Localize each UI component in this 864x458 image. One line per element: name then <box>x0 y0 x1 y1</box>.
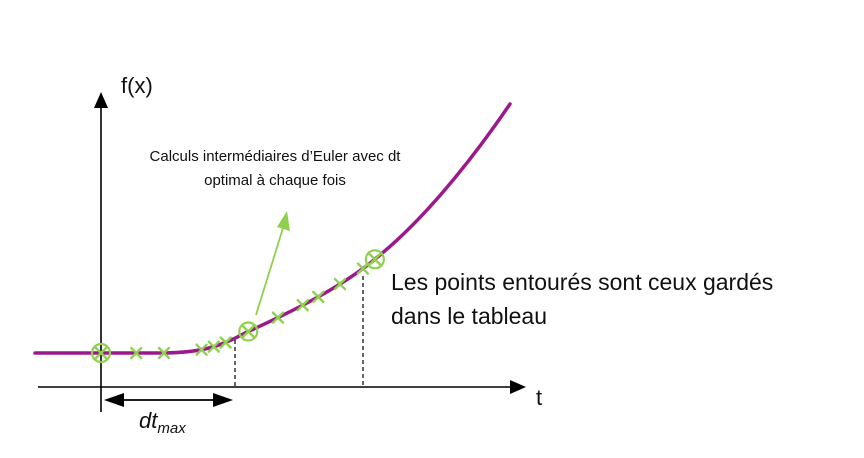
x-axis-arrowhead <box>510 380 526 394</box>
intermediate-marker <box>312 290 325 304</box>
x-axis-label: t <box>536 385 542 410</box>
intermediate-marker <box>296 299 309 312</box>
kept-marker <box>364 249 385 270</box>
intermediate-marker <box>219 336 232 349</box>
kept-marker <box>90 342 112 364</box>
axes <box>38 92 526 412</box>
pointer-arrowhead <box>277 211 290 231</box>
y-axis-label: f(x) <box>121 73 153 98</box>
annotation-kept: Les points entourés sont ceux gardés dan… <box>391 265 861 333</box>
annotation-kept-line2: dans le tableau <box>391 303 548 329</box>
intermediate-marker <box>271 311 285 324</box>
intermediate-marker <box>195 343 208 356</box>
annotation-intermediate: Calculs intermédiaires d’Euler avec dt o… <box>120 145 430 193</box>
pointer-arrow <box>255 211 290 316</box>
dt-label-main: dt <box>139 408 158 433</box>
dt-max-label: dtmax <box>139 408 186 437</box>
kept-marker <box>238 321 259 342</box>
intermediate-marker <box>356 262 370 275</box>
pointer-arrow-line <box>255 227 284 316</box>
intermediate-marker <box>157 346 171 360</box>
dt-max-arrow <box>104 393 233 407</box>
intermediate-marker <box>207 340 220 353</box>
dt-label-sub: max <box>157 420 186 437</box>
annotation-intermediate-line2: optimal à chaque fois <box>204 172 346 189</box>
y-axis-arrowhead <box>94 92 108 108</box>
dt-max-arrowhead-right <box>213 393 233 407</box>
intermediate-marker <box>333 277 347 291</box>
dt-max-arrowhead-left <box>104 393 124 407</box>
intermediate-marker <box>130 346 143 360</box>
euler-markers <box>90 249 385 364</box>
annotation-intermediate-line1: Calculs intermédiaires d’Euler avec dt <box>149 148 401 165</box>
annotation-kept-line1: Les points entourés sont ceux gardés <box>391 269 774 295</box>
